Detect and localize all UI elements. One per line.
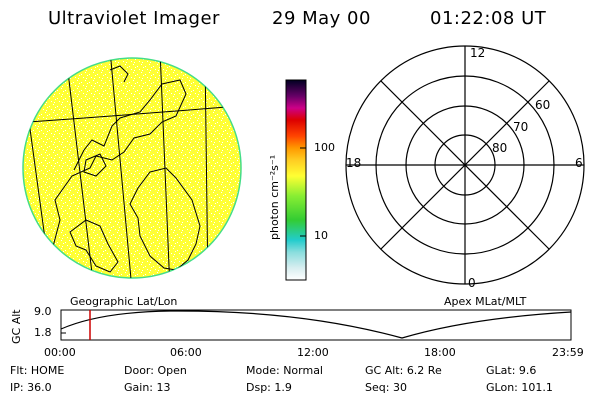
polar-plot bbox=[345, 45, 585, 285]
orbit-xtick-1800: 18:00 bbox=[424, 346, 456, 359]
coastline bbox=[69, 219, 119, 273]
mlat-label-60: 60 bbox=[535, 98, 551, 112]
coastline bbox=[33, 79, 187, 271]
orbit-xtick-0600: 06:00 bbox=[170, 346, 202, 359]
orbit-xtick-1200: 12:00 bbox=[297, 346, 329, 359]
colorbar bbox=[285, 79, 307, 281]
status-gc-alt: GC Alt: 6.2 Re bbox=[365, 364, 442, 377]
status-gain: Gain: 13 bbox=[124, 381, 171, 394]
time-label: 01:22:08 UT bbox=[430, 8, 547, 29]
status-mode: Mode: Normal bbox=[246, 364, 323, 377]
status-glat: GLat: 9.6 bbox=[486, 364, 537, 377]
orbit-ytick-max: 9.0 bbox=[34, 305, 52, 318]
app-title: Ultraviolet Imager bbox=[48, 8, 220, 29]
status-ip: IP: 36.0 bbox=[10, 381, 52, 394]
coastline bbox=[209, 249, 241, 263]
apex-projection-label: Apex MLat/MLT bbox=[444, 295, 527, 308]
geographic-projection-label: Geographic Lat/Lon bbox=[70, 295, 178, 308]
status-flt: Flt: HOME bbox=[10, 364, 65, 377]
coastline bbox=[83, 153, 107, 177]
status-glon: GLon: 101.1 bbox=[486, 381, 553, 394]
mlat-label-70: 70 bbox=[513, 120, 529, 134]
orbit-plot bbox=[60, 309, 572, 341]
status-dsp: Dsp: 1.9 bbox=[246, 381, 292, 394]
colorbar-tick-10: 10 bbox=[314, 229, 328, 242]
orbit-xtick-2359: 23:59 bbox=[552, 346, 584, 359]
orbit-xtick-0000: 00:00 bbox=[44, 346, 76, 359]
mlt-label-6: 6 bbox=[575, 156, 583, 170]
mlt-label-0: 0 bbox=[468, 276, 476, 290]
orbit-ytick-min: 1.8 bbox=[34, 326, 52, 339]
colorbar-tick-100: 100 bbox=[314, 141, 335, 154]
polar-diagonal bbox=[380, 80, 550, 250]
status-door: Door: Open bbox=[124, 364, 187, 377]
longitude-line bbox=[159, 58, 171, 278]
orbit-ylabel: GC Alt bbox=[10, 309, 23, 344]
orbit-altitude-curve bbox=[60, 310, 572, 339]
date-label: 29 May 00 bbox=[272, 8, 371, 29]
earth-disk bbox=[22, 57, 242, 279]
longitude-line bbox=[109, 58, 133, 278]
status-seq: Seq: 30 bbox=[365, 381, 407, 394]
mlt-label-18: 18 bbox=[346, 156, 362, 170]
mlat-label-80: 80 bbox=[492, 141, 508, 155]
mlt-label-12: 12 bbox=[470, 46, 486, 60]
coastline bbox=[109, 65, 129, 83]
colorbar-unit-label: photon cm⁻²s⁻¹ bbox=[268, 154, 281, 240]
